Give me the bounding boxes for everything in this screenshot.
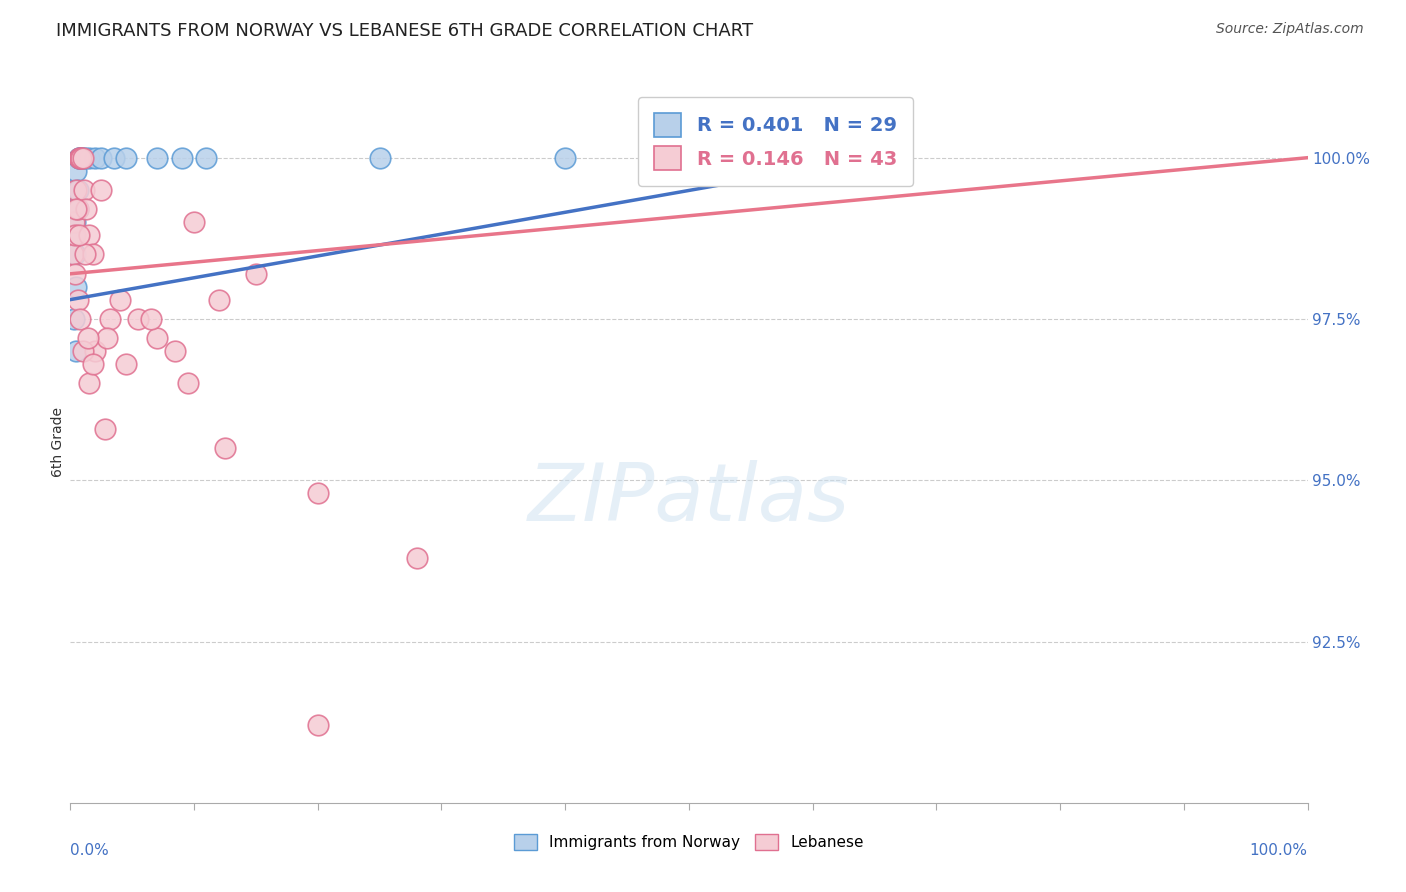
Text: Source: ZipAtlas.com: Source: ZipAtlas.com <box>1216 22 1364 37</box>
Point <box>103 151 125 165</box>
Point <box>90 183 112 197</box>
Point <box>69 151 91 165</box>
Point <box>65 228 87 243</box>
Point <box>115 151 138 165</box>
Point <box>98 312 121 326</box>
Point <box>208 293 231 307</box>
Point <box>70 151 93 165</box>
Point <box>72 344 94 359</box>
Point <box>77 151 100 165</box>
Point <box>67 151 90 165</box>
Point <box>65 344 87 359</box>
Text: ZIPatlas: ZIPatlas <box>527 460 851 539</box>
Point <box>63 228 86 243</box>
Point <box>75 151 97 165</box>
Point <box>115 357 138 371</box>
Point <box>65 247 87 261</box>
Point <box>195 151 218 165</box>
Point <box>146 331 169 345</box>
Text: 0.0%: 0.0% <box>70 843 110 857</box>
Point <box>63 215 86 229</box>
Point <box>75 247 97 261</box>
Y-axis label: 6th Grade: 6th Grade <box>51 407 65 476</box>
Point <box>740 151 762 165</box>
Point <box>405 550 427 565</box>
Point <box>65 202 87 217</box>
Point <box>82 247 104 261</box>
Point <box>62 202 84 217</box>
Point <box>70 151 93 165</box>
Point <box>82 357 104 371</box>
Point <box>307 486 329 500</box>
Point <box>307 718 329 732</box>
Point <box>94 422 117 436</box>
Point <box>65 163 87 178</box>
Point <box>139 312 162 326</box>
Point <box>108 293 131 307</box>
Point <box>63 183 86 197</box>
Point <box>863 151 886 165</box>
Text: IMMIGRANTS FROM NORWAY VS LEBANESE 6TH GRADE CORRELATION CHART: IMMIGRANTS FROM NORWAY VS LEBANESE 6TH G… <box>56 22 754 40</box>
Point <box>66 202 89 217</box>
Point <box>77 228 100 243</box>
Point <box>63 312 86 326</box>
Point <box>127 312 149 326</box>
Point <box>62 247 84 261</box>
Point <box>69 312 91 326</box>
Point <box>67 151 90 165</box>
Point <box>554 151 576 165</box>
Text: 100.0%: 100.0% <box>1250 843 1308 857</box>
Point <box>96 331 118 345</box>
Legend: Immigrants from Norway, Lebanese: Immigrants from Norway, Lebanese <box>508 829 870 856</box>
Point <box>66 183 89 197</box>
Point <box>65 183 87 197</box>
Point <box>66 202 89 217</box>
Point <box>84 344 107 359</box>
Point <box>66 293 89 307</box>
Point <box>84 151 107 165</box>
Point <box>77 376 100 391</box>
Point <box>69 151 91 165</box>
Point <box>368 151 391 165</box>
Point <box>72 151 94 165</box>
Point <box>183 215 205 229</box>
Point <box>863 151 886 165</box>
Point <box>177 376 200 391</box>
Point <box>245 267 267 281</box>
Point <box>67 228 90 243</box>
Point <box>65 215 87 229</box>
Point <box>165 344 187 359</box>
Point <box>67 151 90 165</box>
Point <box>72 151 94 165</box>
Point <box>214 441 236 455</box>
Point <box>73 183 96 197</box>
Point <box>65 279 87 293</box>
Point <box>76 331 98 345</box>
Point <box>170 151 193 165</box>
Point <box>65 267 87 281</box>
Point <box>90 151 112 165</box>
Point <box>75 202 97 217</box>
Point <box>146 151 169 165</box>
